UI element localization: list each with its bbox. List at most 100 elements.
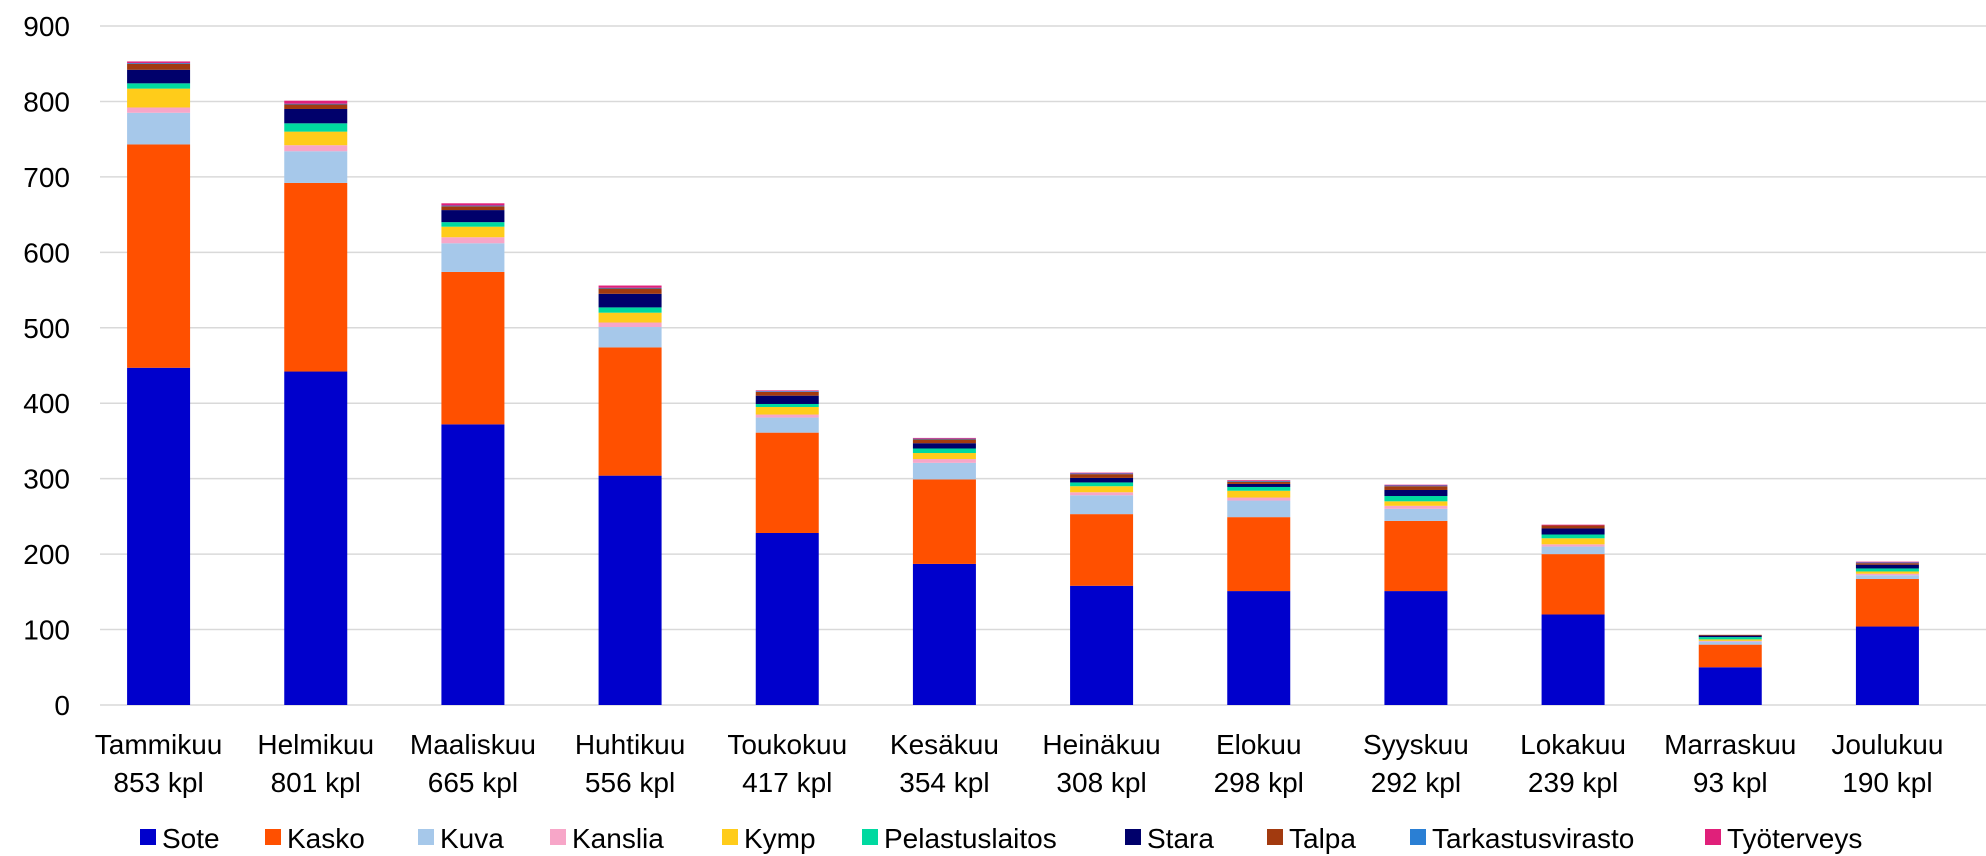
bar-segment-stara-3 <box>598 293 662 308</box>
bar-segment-tarkastusvirasto-3 <box>598 287 662 289</box>
bar-segment-pelastuslaitos-7 <box>1227 486 1291 491</box>
bar-segment-kasko-1 <box>284 182 348 372</box>
x-tick-sublabel-2: 665 kpl <box>428 767 518 798</box>
x-tick-sublabel-6: 308 kpl <box>1056 767 1146 798</box>
legend-swatch-kasko <box>265 829 281 845</box>
bar-segment-kuva-1 <box>284 151 348 183</box>
bar-segment-kymp-9 <box>1541 538 1605 545</box>
bar-segment-kanslia-2 <box>441 237 505 244</box>
bar-segment-tarkastusvirasto-5 <box>912 438 976 440</box>
bar-segment-kuva-11 <box>1855 575 1919 580</box>
bar-segment-pelastuslaitos-1 <box>284 123 348 132</box>
bar-segment-työterveys-11 <box>1855 561 1919 563</box>
bar-segment-kanslia-0 <box>127 107 191 113</box>
bar-segment-stara-9 <box>1541 528 1605 535</box>
bar-segment-kasko-8 <box>1384 520 1448 592</box>
x-tick-sublabel-4: 417 kpl <box>742 767 832 798</box>
bar-segment-talpa-9 <box>1541 525 1605 529</box>
x-tick-label-5: Kesäkuu <box>890 729 999 760</box>
bar-segment-kuva-3 <box>598 327 662 348</box>
x-tick-label-8: Syyskuu <box>1363 729 1469 760</box>
y-axis: 0 100 200 300 400 500 600 700 800 900 <box>23 11 70 721</box>
bar-segment-stara-11 <box>1855 564 1919 569</box>
bar-segment-stara-1 <box>284 108 348 124</box>
bar-segment-pelastuslaitos-4 <box>755 403 819 407</box>
bar-segment-tarkastusvirasto-6 <box>1070 473 1134 475</box>
x-tick-sublabel-11: 190 kpl <box>1842 767 1932 798</box>
bar-segment-talpa-5 <box>912 439 976 444</box>
legend: Sote Kasko Kuva Kanslia Kymp Pelastuslaitos St… <box>140 823 1862 854</box>
bar-segment-kymp-10 <box>1698 639 1762 641</box>
bar-segment-työterveys-4 <box>755 390 819 392</box>
bar-segment-sote-6 <box>1070 585 1134 705</box>
bar-segment-työterveys-5 <box>912 437 976 439</box>
bar-segment-sote-11 <box>1855 626 1919 705</box>
bar-segment-pelastuslaitos-2 <box>441 222 505 227</box>
bar-segment-kuva-9 <box>1541 546 1605 555</box>
bar-stack-9 <box>1541 524 1605 705</box>
bar-segment-kuva-2 <box>441 243 505 272</box>
x-tick-label-3: Huhtikuu <box>575 729 686 760</box>
bar-stack-1 <box>284 100 348 705</box>
y-tick-label-0: 0 <box>54 690 70 721</box>
bar-stack-5 <box>912 437 976 705</box>
bar-segment-kymp-4 <box>755 406 819 415</box>
bar-segment-stara-8 <box>1384 489 1448 497</box>
legend-label-kasko: Kasko <box>287 823 365 854</box>
bar-segment-stara-4 <box>755 395 819 404</box>
y-tick-label-100: 100 <box>23 615 70 646</box>
bar-segment-kanslia-3 <box>598 322 662 328</box>
legend-swatch-talpa <box>1267 829 1283 845</box>
y-tick-label-400: 400 <box>23 388 70 419</box>
bar-segment-kanslia-11 <box>1855 573 1919 576</box>
bar-segment-kanslia-10 <box>1698 640 1762 642</box>
bar-segment-kuva-5 <box>912 462 976 480</box>
bar-segment-kanslia-8 <box>1384 505 1448 509</box>
bar-segment-pelastuslaitos-0 <box>127 83 191 89</box>
bar-segment-tarkastusvirasto-2 <box>441 205 505 207</box>
legend-swatch-kymp <box>722 829 738 845</box>
bar-segment-sote-5 <box>912 563 976 705</box>
bar-segment-pelastuslaitos-8 <box>1384 496 1448 502</box>
bar-segment-kasko-3 <box>598 347 662 476</box>
bar-segment-kasko-0 <box>127 144 191 368</box>
legend-label-stara: Stara <box>1147 823 1214 854</box>
bar-segment-työterveys-9 <box>1541 524 1605 526</box>
x-tick-label-9: Lokakuu <box>1520 729 1626 760</box>
bar-segment-talpa-6 <box>1070 474 1134 478</box>
x-tick-label-1: Helmikuu <box>257 729 374 760</box>
bar-segment-kasko-2 <box>441 271 505 425</box>
bar-segment-talpa-10 <box>1698 634 1762 636</box>
bar-stack-6 <box>1070 472 1134 705</box>
bars-layer <box>127 61 1919 705</box>
legend-swatch-kuva <box>418 829 434 845</box>
bar-segment-työterveys-2 <box>441 203 505 206</box>
x-tick-label-0: Tammikuu <box>95 729 223 760</box>
legend-swatch-tarkastusvirasto <box>1410 829 1426 845</box>
bar-segment-kasko-5 <box>912 479 976 564</box>
bar-stack-4 <box>755 390 819 705</box>
bar-segment-kuva-6 <box>1070 495 1134 515</box>
bar-segment-pelastuslaitos-9 <box>1541 534 1605 539</box>
bar-stack-10 <box>1698 634 1762 705</box>
bar-segment-talpa-7 <box>1227 481 1291 484</box>
bar-segment-kymp-0 <box>127 88 191 108</box>
legend-swatch-pelastuslaitos <box>862 829 878 845</box>
x-tick-sublabel-1: 801 kpl <box>271 767 361 798</box>
y-tick-label-700: 700 <box>23 162 70 193</box>
bar-segment-talpa-0 <box>127 63 191 70</box>
legend-label-työterveys: Työterveys <box>1727 823 1862 854</box>
bar-segment-tarkastusvirasto-1 <box>284 103 348 105</box>
x-tick-label-6: Heinäkuu <box>1042 729 1160 760</box>
bar-segment-talpa-3 <box>598 288 662 294</box>
bar-segment-pelastuslaitos-11 <box>1855 568 1919 572</box>
bar-stack-3 <box>598 285 662 705</box>
bar-segment-tarkastusvirasto-8 <box>1384 485 1448 487</box>
bar-segment-kasko-6 <box>1070 514 1134 586</box>
legend-swatch-stara <box>1125 829 1141 845</box>
x-axis: Tammikuu 853 kpl Helmikuu 801 kpl Maaliskuu 6… <box>95 729 1944 798</box>
legend-swatch-työterveys <box>1705 829 1721 845</box>
y-tick-label-300: 300 <box>23 464 70 495</box>
